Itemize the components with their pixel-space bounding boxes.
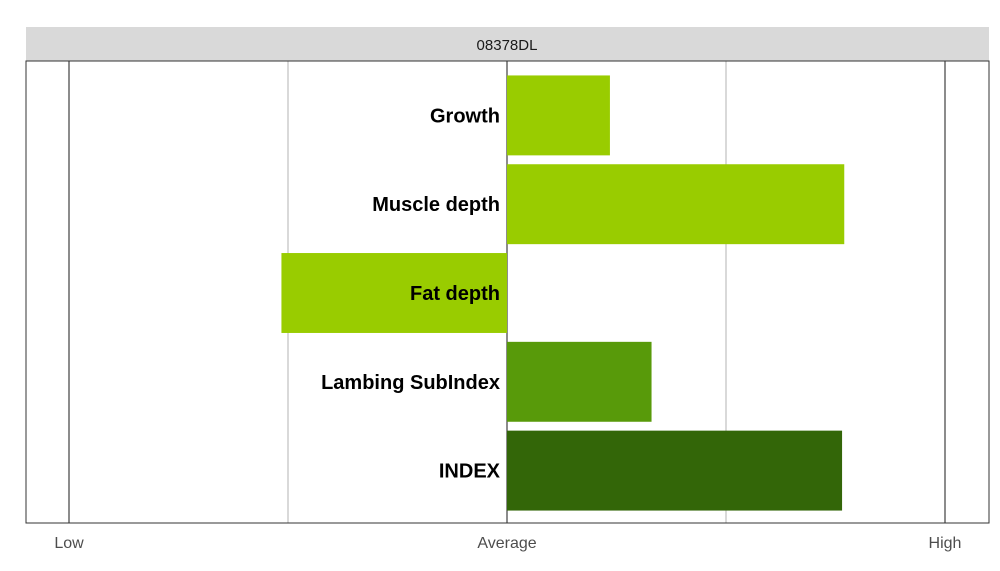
x-axis-tick-labels: Low Average High (54, 535, 961, 552)
category-label: Growth (430, 105, 500, 127)
category-label: Lambing SubIndex (321, 372, 500, 394)
bars (281, 75, 845, 511)
bar (281, 253, 507, 333)
category-label: Muscle depth (372, 194, 500, 216)
bar (507, 341, 652, 422)
bar (507, 75, 610, 156)
category-label: Fat depth (410, 283, 500, 305)
category-label: INDEX (439, 461, 501, 483)
x-tick-label: Low (54, 535, 84, 552)
bar (507, 430, 843, 511)
x-tick-label: Average (477, 535, 536, 552)
facet-strip-background (26, 27, 989, 61)
panel-border (25, 60, 990, 524)
facet-strip: 08378DL (26, 27, 989, 61)
bar (507, 164, 845, 245)
category-labels: Growth Muscle depth Fat depth Lambing SubIn… (321, 105, 501, 482)
x-tick-label: High (929, 535, 962, 552)
facet-strip-title: 08378DL (477, 37, 538, 54)
